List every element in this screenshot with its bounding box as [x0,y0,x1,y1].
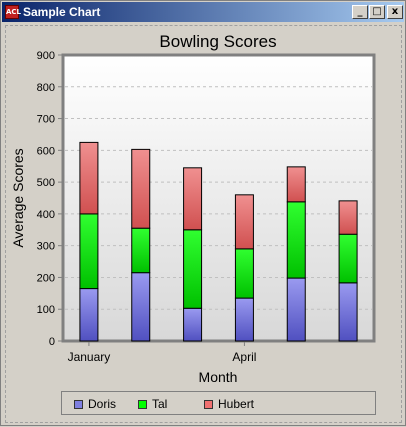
chart-title: Bowling Scores [159,32,276,51]
bar-tal-0 [80,214,98,289]
legend-item-doris: Doris [74,397,116,411]
bar-doris-3 [235,298,253,341]
x-axis-label: Month [199,369,238,385]
bar-hubert-3 [235,195,253,249]
y-tick-label: 500 [37,177,55,189]
legend-swatch-tal [138,400,147,409]
legend-item-hubert: Hubert [204,397,254,411]
bar-hubert-1 [132,149,150,228]
bar-hubert-4 [287,167,305,202]
y-tick-label: 300 [37,241,55,253]
legend-item-tal: Tal [138,397,167,411]
y-tick-label: 600 [37,145,55,157]
bar-hubert-0 [80,142,98,214]
legend-label-hubert: Hubert [218,397,254,411]
y-axis-label: Average Scores [10,148,26,247]
x-axis-ticks: January April [68,342,257,364]
y-tick-label: 200 [37,272,55,284]
y-tick-label: 700 [37,114,55,126]
y-tick-label: 800 [37,82,55,94]
legend-label-tal: Tal [152,397,167,411]
bar-doris-4 [287,278,305,341]
y-tick-label: 400 [37,209,55,221]
y-axis-ticks: 0 100 200 300 400 500 600 700 800 900 [37,50,62,348]
bar-doris-1 [132,273,150,341]
bar-tal-1 [132,228,150,272]
bar-doris-0 [80,289,98,341]
bar-tal-3 [235,249,253,298]
y-tick-label: 100 [37,304,55,316]
y-tick-label: 0 [49,336,55,348]
bar-hubert-2 [184,168,202,230]
x-tick-label: January [68,350,111,364]
legend: Doris Tal Hubert [61,391,376,415]
bar-tal-4 [287,202,305,278]
legend-swatch-doris [74,400,83,409]
plot-area [63,55,374,341]
x-tick-label: April [232,350,256,364]
bar-doris-5 [339,283,357,341]
legend-label-doris: Doris [88,397,116,411]
bar-tal-5 [339,234,357,283]
legend-swatch-hubert [204,400,213,409]
y-tick-label: 900 [37,50,55,62]
bar-hubert-5 [339,201,357,234]
bar-tal-2 [184,230,202,308]
bar-doris-2 [184,308,202,341]
